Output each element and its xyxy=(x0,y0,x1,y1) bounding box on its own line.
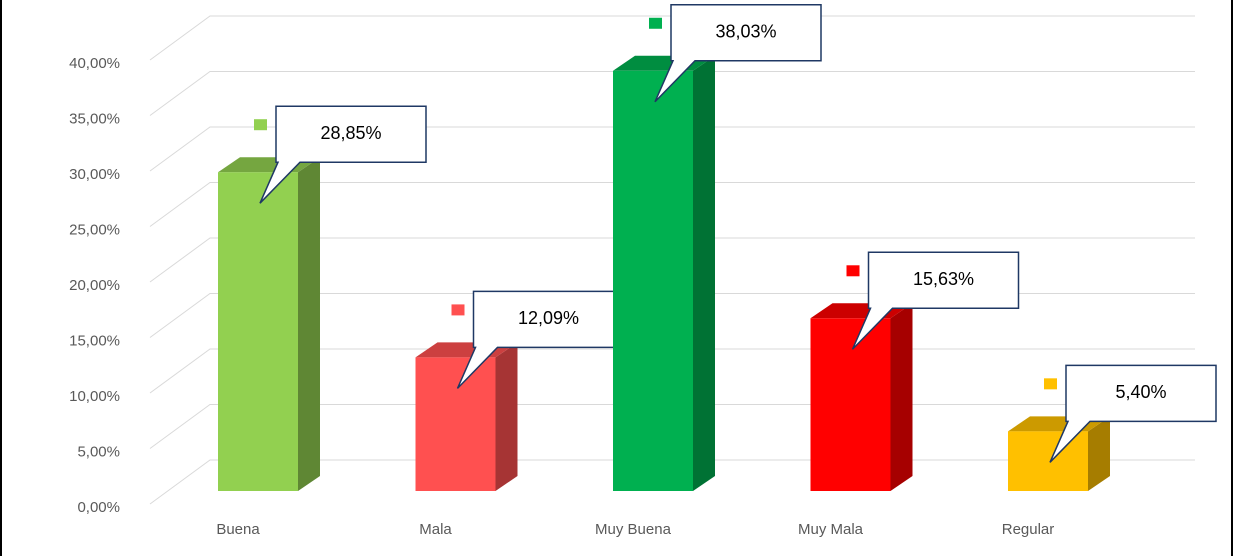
legend-key xyxy=(846,265,860,277)
x-tick-label: Regular xyxy=(1002,521,1055,538)
legend-key xyxy=(1044,378,1057,390)
callout xyxy=(259,105,427,204)
legend-key xyxy=(649,17,662,29)
grid-line xyxy=(149,237,1195,283)
grid-line xyxy=(149,182,1195,227)
value-label: 15,63% xyxy=(913,269,974,289)
bar-side xyxy=(890,303,913,491)
bar-side xyxy=(298,157,320,491)
bar xyxy=(218,172,298,491)
y-tick-label: 15,00% xyxy=(69,332,120,349)
callout xyxy=(654,4,822,103)
y-tick-label: 30,00% xyxy=(69,166,120,183)
grid-line xyxy=(149,15,1195,61)
y-tick-label: 25,00% xyxy=(69,221,120,238)
grid-line xyxy=(149,71,1195,116)
y-tick-label: 5,00% xyxy=(77,443,120,460)
bar xyxy=(810,318,891,491)
grid-line xyxy=(149,293,1195,338)
x-tick-label: Mala xyxy=(419,521,452,538)
bar-side xyxy=(693,55,715,492)
value-label: 28,85% xyxy=(320,123,381,143)
bar xyxy=(1008,431,1088,491)
value-label: 5,40% xyxy=(1115,382,1166,402)
y-tick-label: 20,00% xyxy=(69,277,120,294)
y-tick-label: 10,00% xyxy=(69,388,120,405)
value-label: 12,09% xyxy=(518,308,579,328)
bar xyxy=(415,357,496,491)
x-tick-label: Muy Mala xyxy=(798,521,864,538)
bar-side xyxy=(1088,416,1110,491)
y-tick-label: 35,00% xyxy=(69,110,120,127)
y-tick-label: 0,00% xyxy=(77,499,120,516)
bar xyxy=(613,70,693,492)
grid-line xyxy=(149,126,1195,172)
legend-key xyxy=(451,304,465,316)
y-tick-label: 40,00% xyxy=(69,55,120,72)
value-label: 38,03% xyxy=(715,22,776,42)
callout xyxy=(851,251,1020,350)
legend-key xyxy=(254,119,267,131)
x-tick-label: Muy Buena xyxy=(595,521,672,538)
x-tick-label: Buena xyxy=(216,521,260,538)
callout xyxy=(1049,364,1217,463)
bar-side xyxy=(495,342,518,491)
